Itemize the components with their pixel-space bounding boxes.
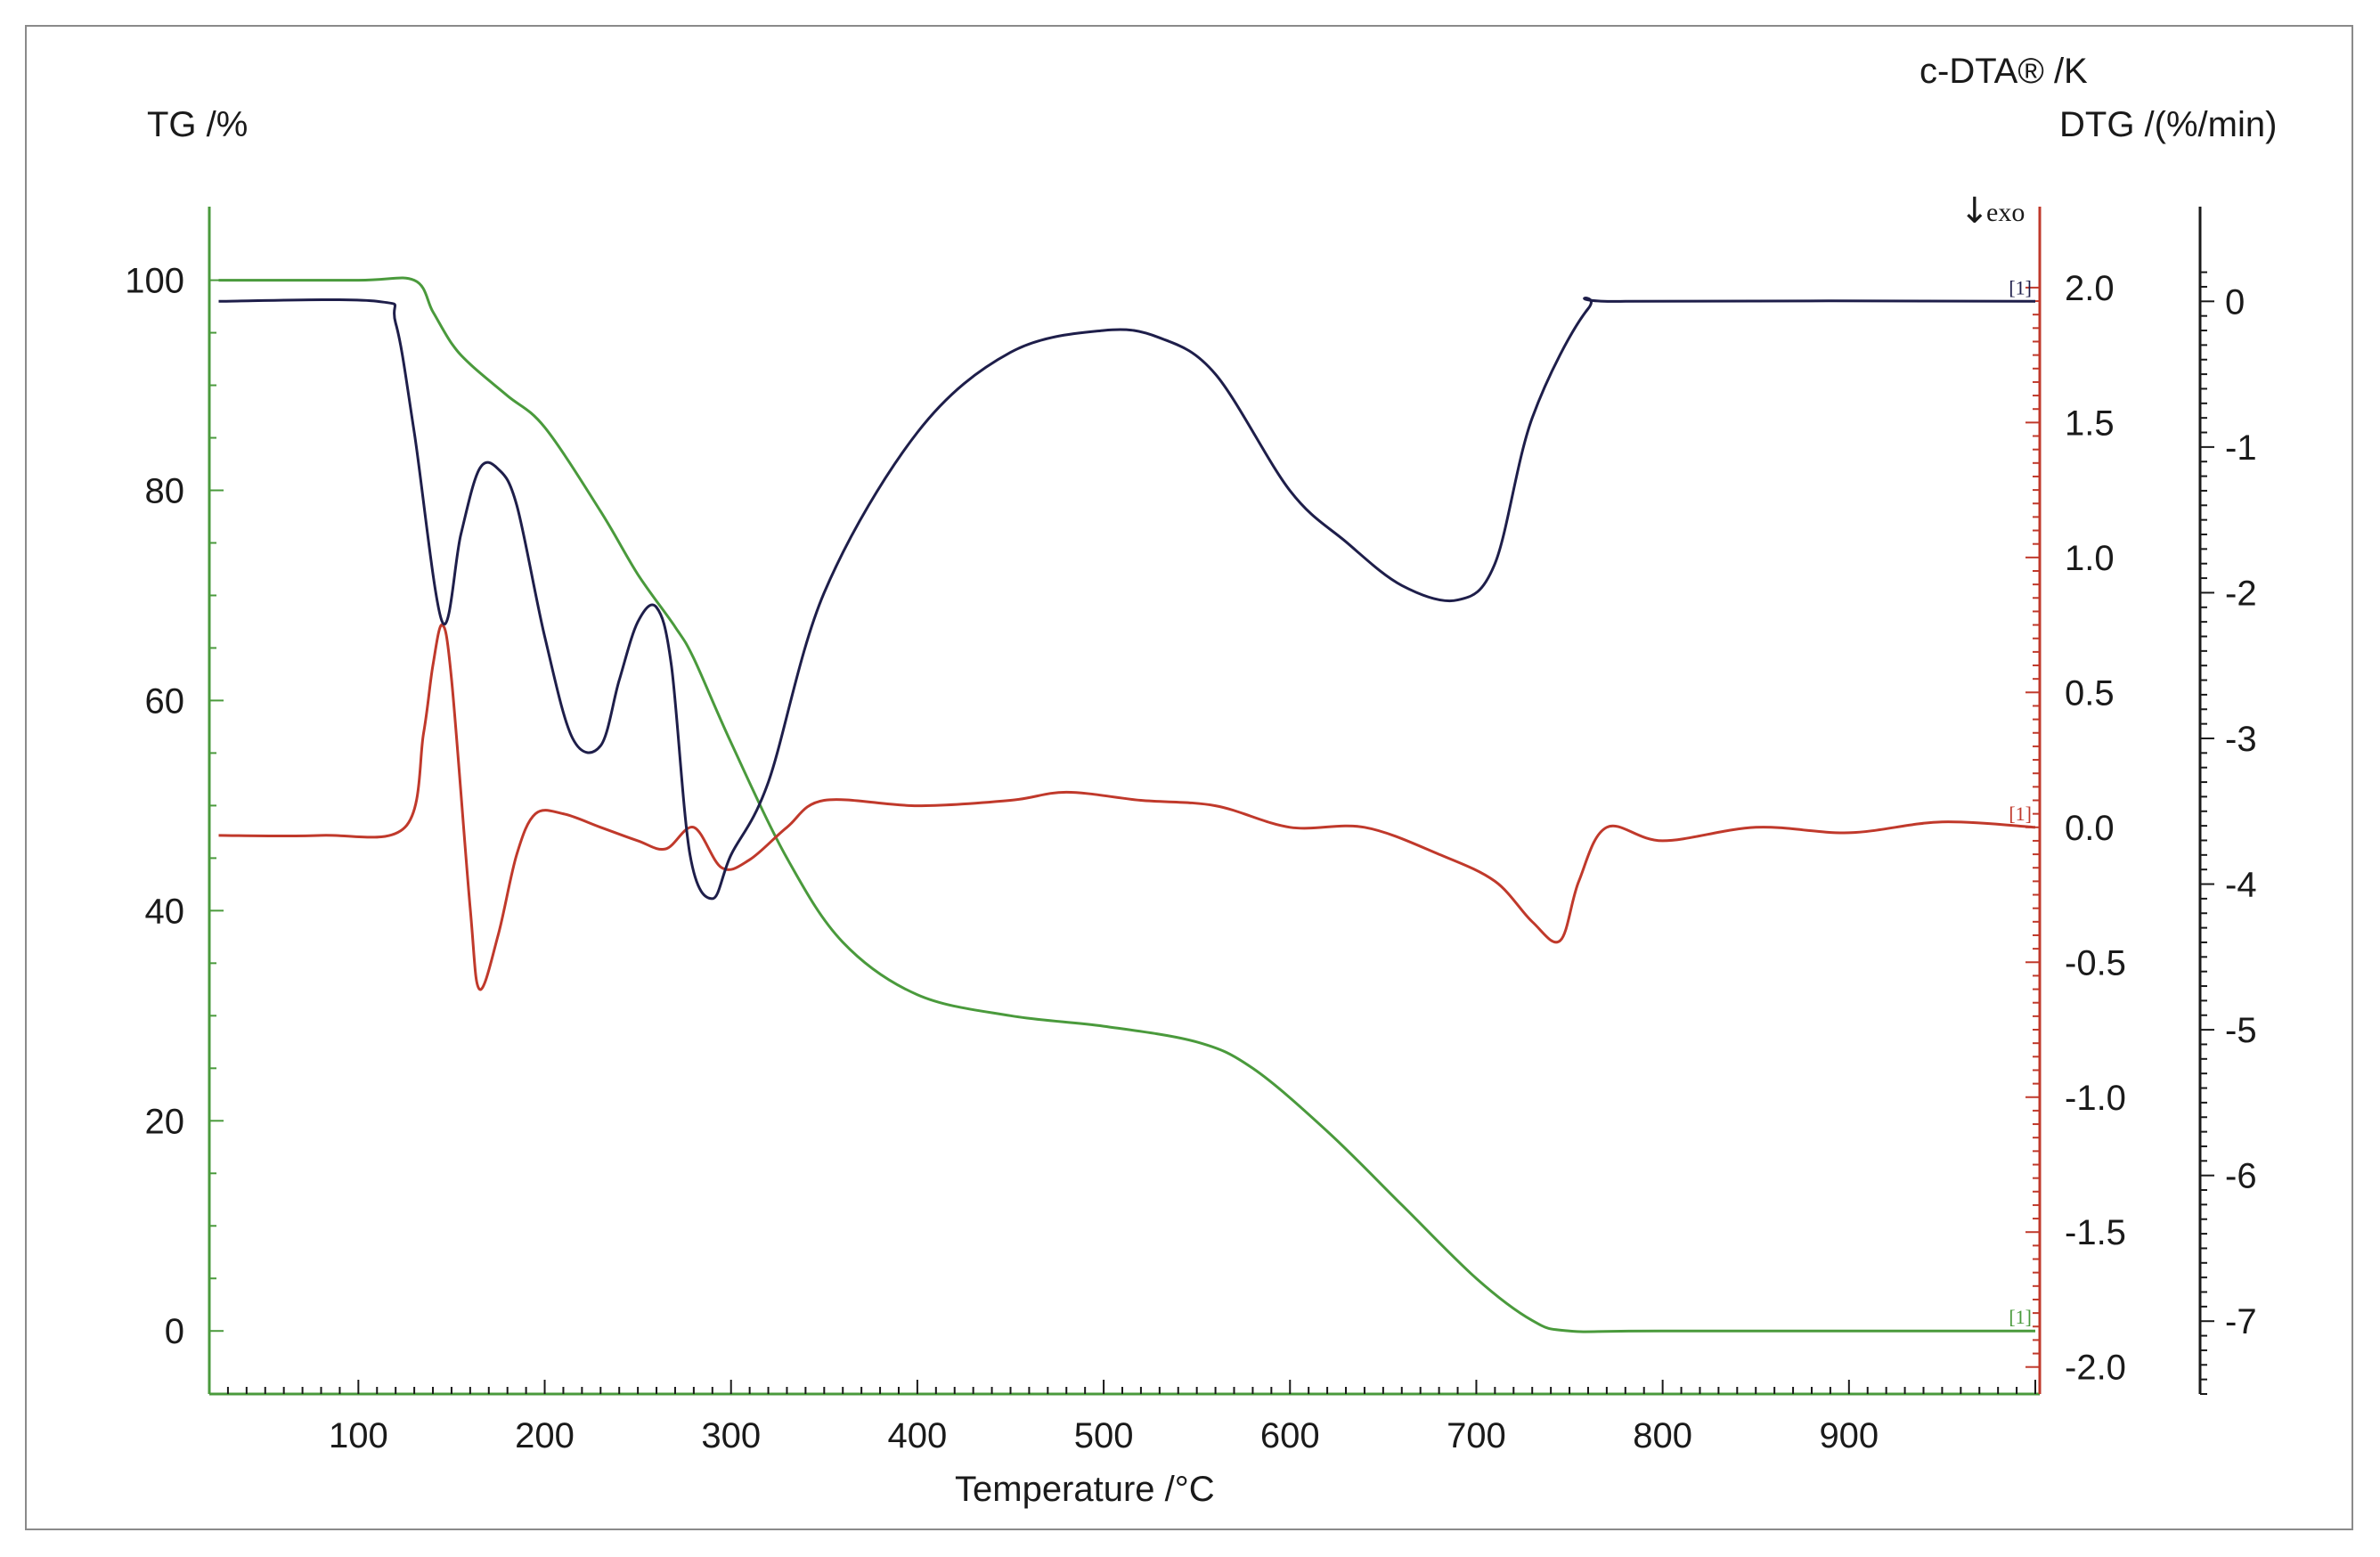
label-layer: 100 200 300 400 500 600 700 800 900 0 20 40 60 80 100 2… — [125, 191, 2256, 1455]
x-tick-label: 400 — [888, 1416, 948, 1455]
series-layer — [218, 276, 2036, 1333]
dtg-tick-label: -7 — [2225, 1302, 2257, 1341]
tg-tick-label: 20 — [145, 1102, 185, 1141]
dtg-tick-label: -3 — [2225, 720, 2257, 759]
x-tick-label: 200 — [515, 1416, 575, 1455]
cdta-tick-label: 2.0 — [2065, 269, 2115, 308]
cdta-tick-label: -0.5 — [2065, 943, 2126, 982]
x-tick-label: 800 — [1633, 1416, 1692, 1455]
tg-tick-label: 40 — [145, 892, 185, 931]
x-axis-title: Temperature /°C — [955, 1470, 1215, 1509]
cdta-tick-label: -2.0 — [2065, 1349, 2126, 1388]
tg-series-marker: [1] — [2009, 1306, 2032, 1328]
cdta-series-marker: [1] — [2009, 803, 2032, 825]
cdta-tick-label: -1.5 — [2065, 1213, 2126, 1252]
figure-frame — [25, 25, 2353, 1530]
tg-tick-label: 80 — [145, 472, 185, 511]
x-tick-label: 100 — [329, 1416, 388, 1455]
tg-tick-label: 100 — [125, 262, 184, 301]
tg-tick-label: 60 — [145, 681, 185, 721]
x-tick-label: 500 — [1074, 1416, 1134, 1455]
dtg-series-marker: [1] — [2009, 276, 2032, 298]
dtg-tick-label: 0 — [2225, 282, 2245, 322]
axes-layer — [208, 207, 2214, 1396]
exo-label: exo — [1986, 198, 2025, 227]
cdta-tick-label: 0.5 — [2065, 673, 2115, 713]
dtg-axis-title: DTG /(%/min) — [2059, 105, 2278, 144]
dtg-tick-label: -1 — [2225, 428, 2257, 468]
dtg-series-line — [218, 297, 2036, 901]
dtg-tick-label: -4 — [2225, 866, 2257, 905]
tg-tick-label: 0 — [165, 1312, 184, 1351]
x-tick-label: 700 — [1447, 1416, 1506, 1455]
cdta-tick-label: 1.5 — [2065, 404, 2115, 443]
dtg-tick-label: -2 — [2225, 574, 2257, 613]
x-tick-label: 300 — [701, 1416, 761, 1455]
cdta-tick-label: 0.0 — [2065, 809, 2115, 848]
tg-axis-title: TG /% — [147, 105, 249, 144]
x-tick-label: 600 — [1260, 1416, 1320, 1455]
tg-series-line — [218, 276, 2035, 1333]
x-tick-label: 900 — [1819, 1416, 1879, 1455]
dtg-tick-label: -6 — [2225, 1157, 2257, 1196]
cdta-series-line — [218, 624, 2036, 991]
exo-arrow: ↓ — [1960, 191, 1990, 232]
cdta-tick-label: 1.0 — [2065, 539, 2115, 578]
dtg-tick-label: -5 — [2225, 1011, 2257, 1050]
cdta-tick-label: -1.0 — [2065, 1079, 2126, 1118]
cdta-axis-title: c-DTA® /K — [1919, 52, 2088, 91]
